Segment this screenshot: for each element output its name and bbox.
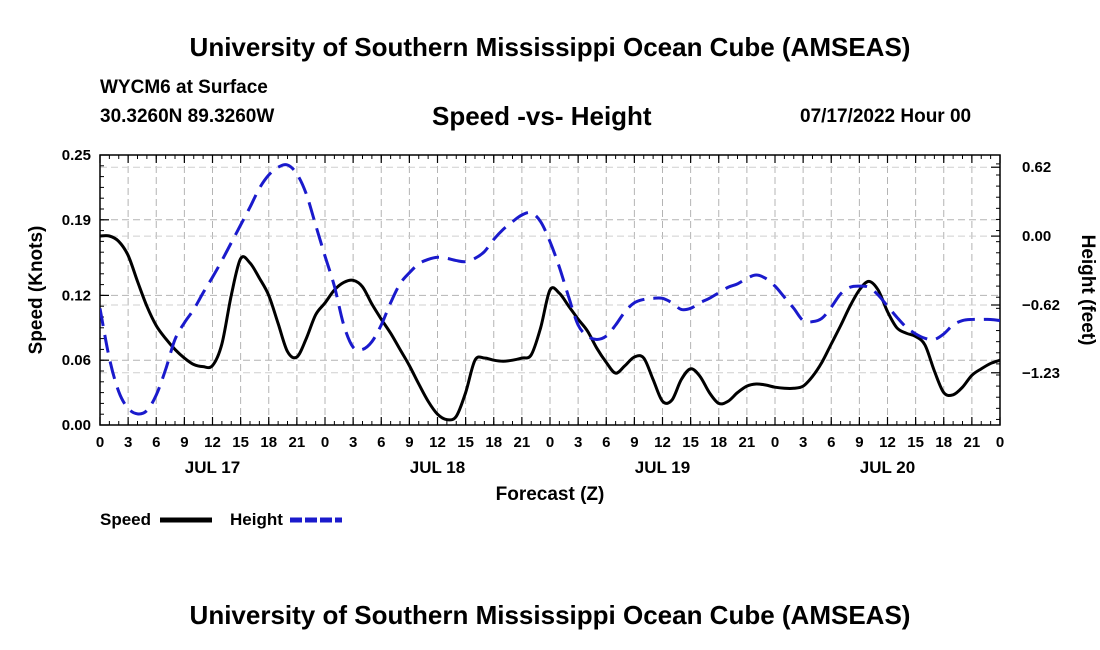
y2-tick-label: 0.00 (1022, 228, 1051, 245)
x-tick-label: 9 (855, 434, 863, 451)
y-tick-label: 0.19 (62, 212, 91, 229)
chart-title: University of Southern Mississippi Ocean… (189, 32, 911, 62)
station-label: WYCM6 at Surface (100, 77, 268, 98)
x-tick-label: 6 (827, 434, 835, 451)
legend-label-speed: Speed (100, 510, 151, 529)
x-tick-label: 0 (546, 434, 554, 451)
x-tick-label: 15 (682, 434, 699, 451)
x-tick-label: 12 (879, 434, 896, 451)
x-tick-label: 6 (602, 434, 610, 451)
x-tick-label: 12 (654, 434, 671, 451)
x-tick-label: 18 (710, 434, 727, 451)
x-tick-label: 21 (739, 434, 756, 451)
x-tick-label: 3 (124, 434, 132, 451)
y2-tick-label: −0.62 (1022, 297, 1060, 314)
y-tick-label: 0.25 (62, 147, 91, 164)
x-tick-label: 3 (349, 434, 357, 451)
y2-axis-title: Height (feet) (1077, 235, 1098, 346)
x-tick-label: 21 (514, 434, 531, 451)
x-tick-label: 3 (574, 434, 582, 451)
footer-title: University of Southern Mississippi Ocean… (189, 600, 911, 630)
x-tick-label: 6 (152, 434, 160, 451)
x-tick-label: 18 (260, 434, 277, 451)
x-tick-label: 3 (799, 434, 807, 451)
y-tick-label: 0.12 (62, 287, 91, 304)
series-line-height (100, 163, 1000, 416)
x-axis-title: Forecast (Z) (496, 484, 605, 505)
y-tick-label: 0.06 (62, 352, 91, 369)
day-label: JUL 17 (185, 458, 240, 477)
y-axis-title: Speed (Knots) (26, 226, 47, 355)
x-tick-label: 12 (429, 434, 446, 451)
legend-label-height: Height (230, 510, 283, 529)
x-tick-label: 18 (485, 434, 502, 451)
x-tick-label: 15 (232, 434, 249, 451)
x-tick-label: 9 (630, 434, 638, 451)
forecast-datetime: 07/17/2022 Hour 00 (800, 106, 972, 127)
y2-tick-label: 0.62 (1022, 159, 1051, 176)
day-label: JUL 19 (635, 458, 690, 477)
series-line-speed (100, 234, 1000, 422)
x-tick-label: 21 (964, 434, 981, 451)
x-tick-label: 9 (405, 434, 413, 451)
x-tick-label: 21 (289, 434, 306, 451)
x-tick-label: 9 (180, 434, 188, 451)
x-tick-label: 6 (377, 434, 385, 451)
y-tick-label: 0.00 (62, 417, 91, 434)
day-label: JUL 18 (410, 458, 465, 477)
x-tick-label: 15 (457, 434, 474, 451)
x-tick-label: 0 (96, 434, 104, 451)
x-tick-label: 18 (935, 434, 952, 451)
x-tick-label: 15 (907, 434, 924, 451)
x-tick-label: 0 (321, 434, 329, 451)
x-tick-label: 0 (996, 434, 1004, 451)
day-label: JUL 20 (860, 458, 915, 477)
chart-subtitle: Speed -vs- Height (432, 101, 652, 131)
x-tick-label: 12 (204, 434, 221, 451)
x-tick-label: 0 (771, 434, 779, 451)
station-coordinates: 30.3260N 89.3260W (100, 106, 275, 127)
y2-tick-label: −1.23 (1022, 365, 1060, 382)
